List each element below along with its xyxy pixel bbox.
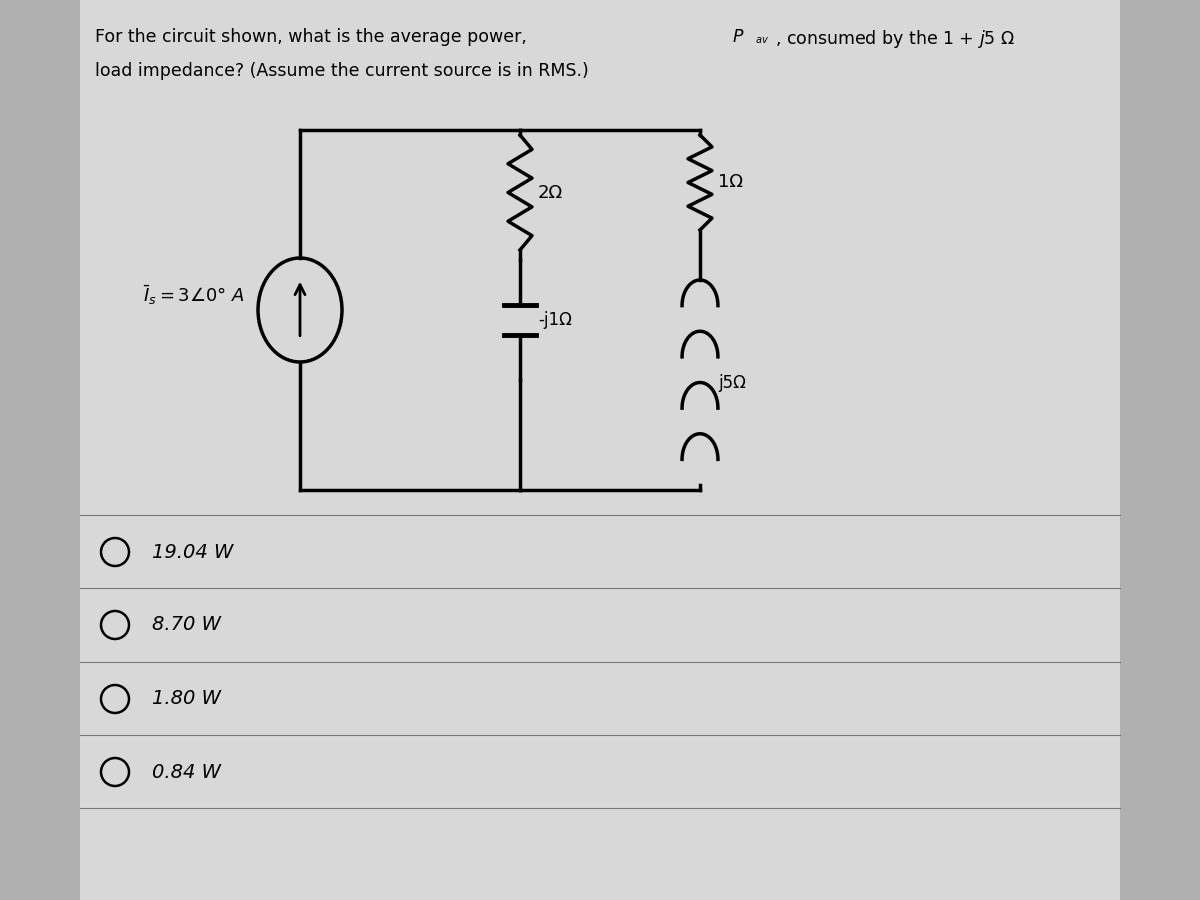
Text: 0.84 W: 0.84 W xyxy=(152,762,221,781)
Bar xyxy=(80,0,1120,900)
Text: 2Ω: 2Ω xyxy=(538,184,563,202)
Text: , consumed by the 1 + $j$5 Ω: , consumed by the 1 + $j$5 Ω xyxy=(775,28,1015,50)
Text: $\bar{I}_s = 3\angle 0°\ A$: $\bar{I}_s = 3\angle 0°\ A$ xyxy=(143,284,245,307)
Text: 8.70 W: 8.70 W xyxy=(152,616,221,634)
Text: 1Ω: 1Ω xyxy=(718,174,743,192)
Text: $P$: $P$ xyxy=(732,28,744,46)
Text: load impedance? (Assume the current source is in RMS.): load impedance? (Assume the current sour… xyxy=(95,62,589,80)
Text: 19.04 W: 19.04 W xyxy=(152,543,233,562)
Text: 1.80 W: 1.80 W xyxy=(152,689,221,708)
Text: j5Ω: j5Ω xyxy=(718,374,746,392)
Text: -j1Ω: -j1Ω xyxy=(538,311,572,329)
Text: $_{av}$: $_{av}$ xyxy=(755,32,769,46)
Text: For the circuit shown, what is the average power,: For the circuit shown, what is the avera… xyxy=(95,28,533,46)
